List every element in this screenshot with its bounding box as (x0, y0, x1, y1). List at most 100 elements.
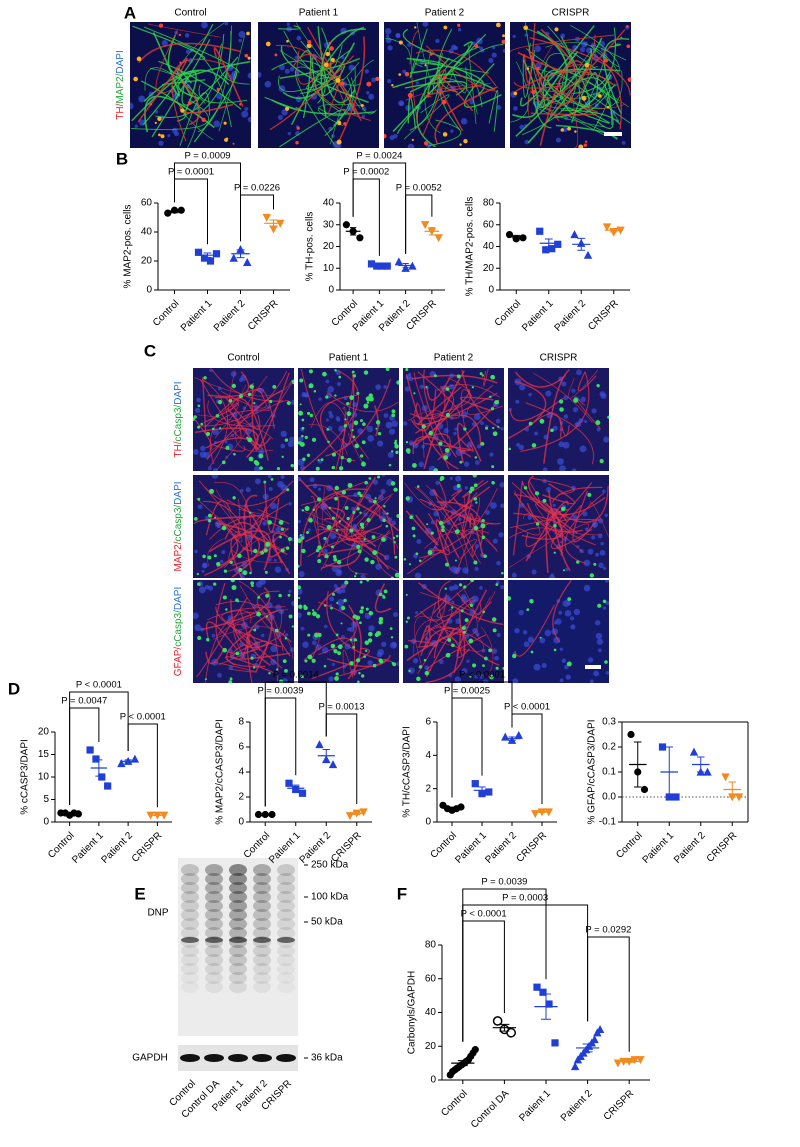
panel-label: B (116, 149, 128, 168)
fiber (512, 59, 539, 118)
cell (408, 563, 411, 566)
x-tick-label: CRISPR (246, 298, 281, 333)
p-value: P = 0.0003 (502, 893, 548, 904)
nucleus (196, 397, 201, 403)
nucleus (604, 513, 609, 518)
micrograph-background (298, 580, 399, 683)
cell (305, 531, 309, 535)
nucleus (158, 140, 164, 146)
micrograph-content (403, 475, 504, 578)
nucleus (287, 440, 294, 448)
cell (257, 595, 261, 599)
cell (193, 415, 197, 419)
fiber (412, 59, 485, 95)
nucleus (302, 641, 309, 648)
cell (333, 649, 336, 652)
fiber (296, 50, 333, 85)
cell (599, 459, 604, 464)
nucleus (298, 588, 303, 595)
cell (531, 89, 536, 95)
p-value: P = 0.0039 (257, 686, 303, 697)
error-bar (353, 811, 361, 815)
nucleus (561, 381, 567, 387)
micrograph-background (403, 475, 504, 578)
nucleus (435, 38, 440, 44)
p-value: P = 0.0013 (318, 702, 364, 713)
nucleus (491, 52, 497, 58)
cell (597, 603, 602, 608)
cell (378, 592, 383, 597)
cell (473, 560, 478, 565)
blot-smear (205, 981, 223, 993)
blot-smear (181, 981, 199, 993)
cell (329, 46, 334, 51)
point (367, 260, 376, 268)
nucleus (328, 410, 333, 415)
blot-smear (253, 927, 271, 939)
micrograph (508, 368, 609, 471)
nucleus (274, 566, 282, 573)
micrograph (298, 475, 399, 578)
cell (491, 465, 495, 469)
cell (556, 87, 559, 90)
nucleus (542, 467, 548, 471)
y-tick-label: 4 (425, 750, 431, 761)
cell (357, 549, 362, 554)
fiber (591, 53, 622, 130)
nucleus (273, 558, 277, 562)
fiber (198, 84, 248, 104)
nucleus (489, 501, 497, 509)
cell (363, 403, 369, 409)
cell (323, 604, 327, 607)
micrograph-content (193, 580, 294, 683)
blot-smear (205, 882, 223, 894)
fiber (410, 29, 420, 131)
cell (490, 407, 495, 411)
y-tick-label: -0.1 (599, 817, 617, 828)
cell (326, 524, 332, 530)
nucleus (238, 30, 246, 38)
cell (246, 436, 249, 439)
nucleus (388, 428, 396, 435)
significance-bracket (462, 904, 589, 1042)
cell (428, 430, 434, 436)
blot-smear (181, 873, 199, 885)
cell (489, 674, 494, 680)
cell (362, 422, 366, 427)
cell (366, 401, 370, 404)
significance-bracket (325, 713, 358, 804)
cell (512, 653, 517, 659)
blot-smear (205, 873, 223, 885)
nucleus (462, 567, 469, 574)
cell (454, 529, 460, 534)
blot-smear (277, 900, 295, 912)
cell (361, 461, 365, 465)
cell (424, 670, 430, 676)
nucleus (407, 42, 412, 47)
nucleus (502, 48, 505, 53)
cell (418, 559, 422, 563)
fiber (293, 53, 360, 117)
cell (584, 140, 588, 143)
fiber (224, 396, 261, 430)
fiber (307, 538, 367, 558)
cell (412, 462, 417, 468)
fiber (544, 52, 571, 106)
fiber (279, 108, 346, 148)
cell (197, 635, 202, 641)
y-tick-label: 10 (323, 263, 335, 274)
cell (383, 589, 388, 594)
cell (269, 399, 273, 404)
blot-smear (205, 972, 223, 984)
nucleus (563, 395, 569, 401)
fiber (174, 22, 225, 141)
nucleus (295, 96, 302, 103)
cell (393, 441, 398, 445)
nucleus (353, 492, 358, 498)
micrograph (193, 580, 294, 683)
micrograph (510, 22, 631, 148)
size-marker: 36 kDa (311, 1053, 343, 1064)
cell (459, 583, 463, 587)
point (471, 1046, 479, 1054)
nucleus (544, 629, 552, 637)
